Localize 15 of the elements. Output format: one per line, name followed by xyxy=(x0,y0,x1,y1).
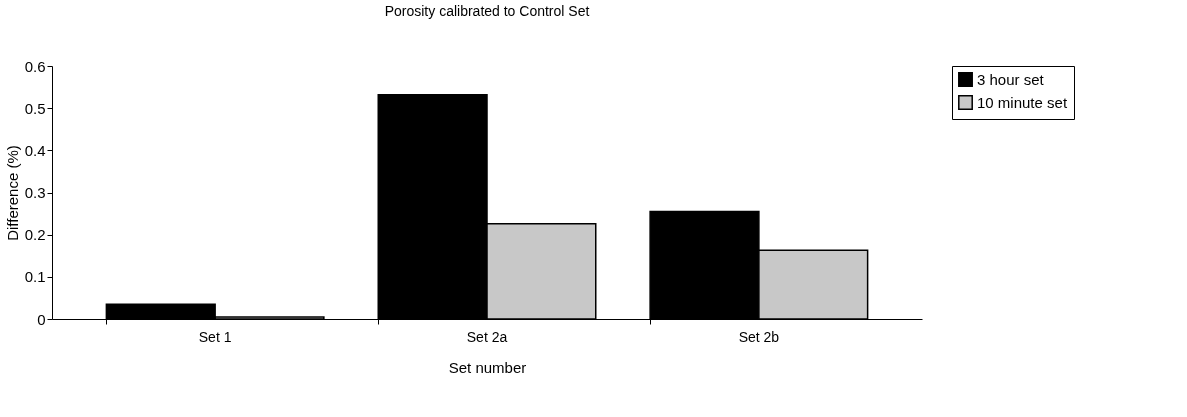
y-tick-label: 0.4 xyxy=(24,141,46,159)
x-axis-title: Set number xyxy=(448,358,527,376)
x-tick-label: Set 2b xyxy=(738,328,780,345)
legend-label: 10 minute set xyxy=(977,93,1068,111)
x-tick-label: Set 1 xyxy=(198,328,232,345)
y-tick-label: 0.3 xyxy=(24,184,46,201)
y-tick-label: 0.1 xyxy=(24,268,46,286)
chart-title: Porosity calibrated to Control Set xyxy=(384,3,590,19)
y-axis-title: Difference (%) xyxy=(3,145,21,241)
y-tick-label: 0.6 xyxy=(24,57,46,75)
x-tick-label: Set 2a xyxy=(466,328,508,345)
y-tick-label: 0.2 xyxy=(24,226,46,244)
y-tick-label: 0.5 xyxy=(24,99,46,117)
y-tick-label: 0 xyxy=(37,310,46,328)
legend-label: 3 hour set xyxy=(977,70,1045,88)
